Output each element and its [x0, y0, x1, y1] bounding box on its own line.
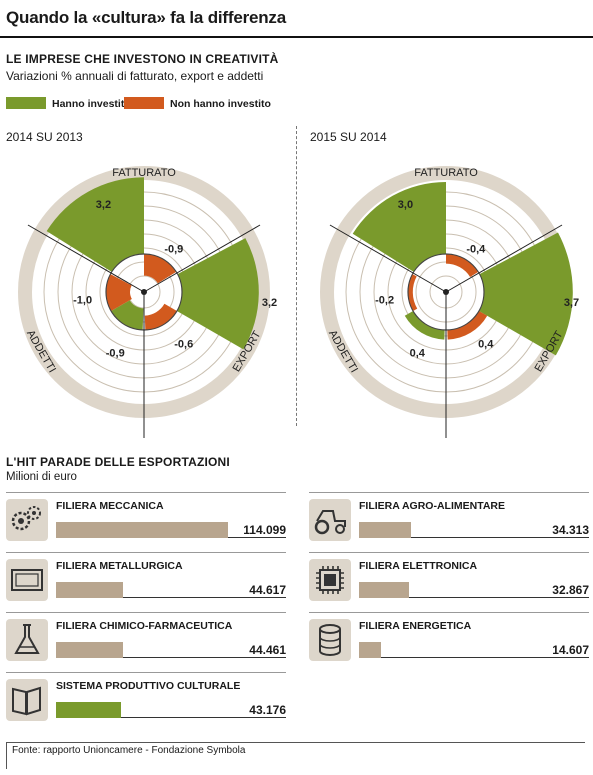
sector-rule [309, 492, 589, 493]
bar-not-invested [106, 274, 132, 311]
axis-label: FATTURATO [414, 167, 478, 179]
value-label: -0,2 [375, 295, 394, 307]
bar-baseline [409, 597, 589, 598]
sector-name: FILIERA AGRO-ALIMENTARE [359, 500, 506, 512]
export-bar [359, 582, 409, 598]
bar-not-invested [408, 274, 418, 311]
export-value: 32.867 [552, 583, 589, 597]
section1-title: LE IMPRESE CHE INVESTONO IN CREATIVITÀ [6, 52, 279, 66]
legend-swatch-not-invested [124, 97, 164, 109]
bar-baseline [123, 657, 286, 658]
value-label: -0,4 [466, 243, 486, 255]
panel-divider [296, 126, 297, 426]
legend-swatch-invested [6, 97, 46, 109]
bar-invested [46, 177, 145, 272]
export-bar [359, 642, 381, 658]
barrel-icon [309, 619, 351, 661]
section2-title: L'HIT PARADE DELLE ESPORTAZIONI [6, 455, 230, 469]
export-bar [56, 522, 228, 538]
sector-rule [6, 612, 286, 613]
value-label: -0,6 [174, 339, 193, 351]
export-bar [56, 582, 123, 598]
legend-label-invested: Hanno investito [52, 98, 131, 110]
axis-line [445, 224, 563, 293]
value-label: -1,0 [73, 295, 92, 307]
bar-invested [352, 182, 446, 272]
sector-name: FILIERA ELETTRONICA [359, 560, 478, 572]
bar-invested [111, 300, 144, 330]
chart2-title: 2015 SU 2014 [310, 130, 387, 144]
export-value: 44.617 [249, 583, 286, 597]
chip-icon [309, 559, 351, 601]
bar-invested [478, 232, 573, 356]
axis-line [143, 224, 261, 293]
value-label: -0,9 [164, 243, 183, 255]
axis-label: FATTURATO [112, 167, 176, 179]
export-value: 43.176 [249, 703, 286, 717]
axis-label: ADDETTI [24, 328, 58, 375]
footer-box [6, 742, 585, 769]
bar-baseline [123, 597, 286, 598]
sector-name: FILIERA ENERGETICA [359, 620, 472, 632]
sector-name: FILIERA MECCANICA [56, 500, 164, 512]
gears-icon [6, 499, 48, 541]
source-note: Fonte: rapporto Unioncamere - Fondazione… [12, 745, 246, 756]
sector-name: FILIERA CHIMICO-FARMACEUTICA [56, 620, 233, 632]
bar-baseline [121, 717, 286, 718]
bar-not-invested [447, 311, 488, 340]
legend-label-not-invested: Non hanno investito [170, 98, 271, 110]
section2-subtitle: Milioni di euro [6, 471, 77, 483]
sector-rule [6, 672, 286, 673]
export-value: 14.607 [552, 643, 589, 657]
export-bar [56, 642, 123, 658]
bar-invested [404, 311, 445, 340]
page-title: Quando la «cultura» fa la differenza [6, 8, 286, 27]
book-icon [6, 679, 48, 721]
export-value: 34.313 [552, 523, 589, 537]
bar-baseline [381, 657, 589, 658]
sector-name: FILIERA METALLURGICA [56, 560, 183, 572]
flask-icon [6, 619, 48, 661]
bar-not-invested [446, 254, 479, 277]
value-label: 3,0 [398, 199, 413, 211]
export-bar [359, 522, 411, 538]
bar-invested [176, 238, 259, 350]
tractor-icon [309, 499, 351, 541]
export-value: 44.461 [249, 643, 286, 657]
export-bar [56, 702, 121, 718]
bar-baseline [411, 537, 589, 538]
axis-line [27, 224, 145, 293]
value-label: 3,7 [564, 297, 579, 309]
metal-plate-icon [6, 559, 48, 601]
axis-line [329, 224, 447, 293]
sector-rule [309, 552, 589, 553]
value-label: 3,2 [262, 297, 277, 309]
radial-chart-2014: FATTURATOEXPORTADDETTI3,2-0,93,2-0,6-0,9… [18, 166, 277, 438]
bar-baseline [228, 537, 286, 538]
bar-not-invested [144, 254, 177, 284]
title-rule [0, 36, 593, 38]
center-dot [141, 289, 147, 295]
radial-chart-2015: FATTURATOEXPORTADDETTI3,0-0,43,70,40,4-0… [320, 166, 579, 438]
sector-name: SISTEMA PRODUTTIVO CULTURALE [56, 680, 241, 692]
value-label: 0,4 [410, 348, 426, 360]
bar-not-invested [144, 303, 177, 330]
value-label: -0,9 [106, 348, 125, 360]
value-label: 3,2 [96, 199, 111, 211]
section1-subtitle: Variazioni % annuali di fatturato, expor… [6, 69, 264, 83]
value-label: 0,4 [478, 339, 494, 351]
sector-rule [6, 552, 286, 553]
sector-rule [309, 612, 589, 613]
axis-label: ADDETTI [326, 328, 360, 375]
sector-rule [6, 492, 286, 493]
center-dot [443, 289, 449, 295]
chart1-title: 2014 SU 2013 [6, 130, 83, 144]
export-value: 114.099 [243, 523, 286, 537]
